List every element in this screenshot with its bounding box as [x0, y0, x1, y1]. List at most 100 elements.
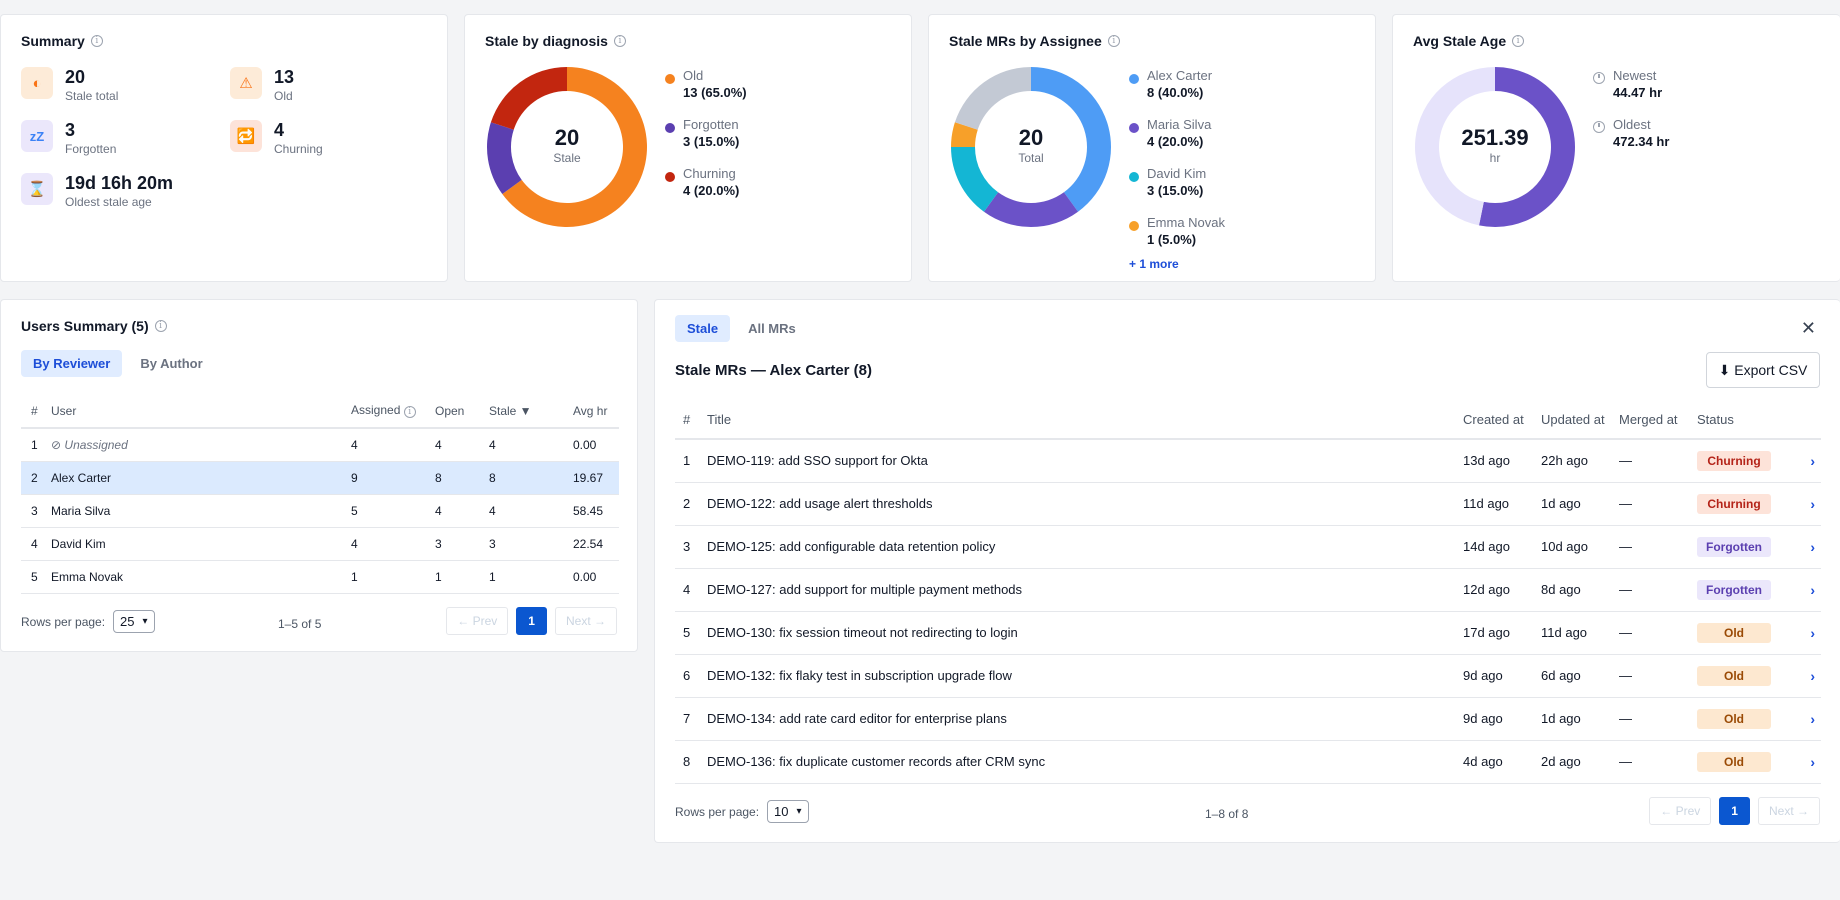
chevron-right-icon[interactable]: ›: [1810, 667, 1815, 684]
legend-item-emma-novak[interactable]: Emma Novak 1 (5.0%): [1129, 215, 1225, 249]
col-merged-at[interactable]: Merged at: [1611, 401, 1689, 440]
cell-title[interactable]: DEMO-122: add usage alert thresholds: [699, 482, 1455, 526]
table-row[interactable]: 7 DEMO-134: add rate card editor for ente…: [675, 697, 1821, 741]
cell-status: Old: [1689, 654, 1789, 698]
cell-created: 17d ago: [1455, 611, 1533, 655]
table-row-selected[interactable]: 2 Alex Carter 9 8 8 19.67: [21, 461, 619, 495]
users-summary-title: Users Summary (5) i: [21, 318, 167, 334]
table-row[interactable]: 6 DEMO-132: fix flaky test in subscriptio…: [675, 654, 1821, 698]
cell-title[interactable]: DEMO-132: fix flaky test in subscription…: [699, 654, 1455, 698]
tab-by-reviewer[interactable]: By Reviewer: [21, 350, 123, 377]
cell-assigned: 9: [341, 461, 425, 495]
info-icon[interactable]: i: [1107, 35, 1120, 47]
table-row[interactable]: 5 Emma Novak 1 1 1 0.00: [21, 560, 619, 594]
table-row[interactable]: 4 David Kim 4 3 3 22.54: [21, 527, 619, 561]
table-row[interactable]: 8 DEMO-136: fix duplicate customer record…: [675, 740, 1821, 784]
cell-index: 5: [21, 560, 41, 594]
next-page-button[interactable]: Next →: [1757, 797, 1820, 825]
chevron-right-icon[interactable]: ›: [1810, 624, 1815, 641]
chevron-right-icon[interactable]: ›: [1810, 538, 1815, 555]
tab-stale[interactable]: Stale: [675, 315, 731, 342]
info-icon[interactable]: i: [154, 320, 167, 332]
more-assignees-link[interactable]: + 1 more: [1129, 257, 1179, 271]
col-created-at[interactable]: Created at: [1455, 401, 1533, 440]
table-row[interactable]: 3 DEMO-125: add configurable data retenti…: [675, 525, 1821, 569]
assignee-slice-0[interactable]: [1031, 67, 1111, 212]
next-page-button[interactable]: Next →: [554, 607, 617, 635]
chevron-right-icon[interactable]: ›: [1810, 452, 1815, 469]
status-badge: Forgotten: [1697, 536, 1771, 557]
pagination-range: 1–8 of 8: [1205, 807, 1249, 821]
col-title[interactable]: Title: [699, 401, 1455, 440]
stat-value: 4: [274, 120, 285, 140]
assignee-slice-1[interactable]: [983, 192, 1079, 228]
col-stale[interactable]: Stale ▼: [479, 394, 563, 429]
chevron-right-icon[interactable]: ›: [1810, 495, 1815, 512]
assignee-slice-3[interactable]: [951, 122, 978, 147]
cell-assigned: 5: [341, 494, 425, 528]
col-updated-at[interactable]: Updated at: [1533, 401, 1611, 440]
cell-title[interactable]: DEMO-134: add rate card editor for enter…: [699, 697, 1455, 741]
avg-age-slice-0[interactable]: [1479, 67, 1575, 228]
legend-item-churning[interactable]: Churning 4 (20.0%): [665, 166, 747, 200]
legend-item-maria-silva[interactable]: Maria Silva 4 (20.0%): [1129, 117, 1225, 151]
prev-page-button[interactable]: ← Prev: [1649, 797, 1712, 825]
avg-age-slice-1[interactable]: [1415, 67, 1495, 226]
page-button[interactable]: 1: [516, 607, 547, 635]
cell-title[interactable]: DEMO-127: add support for multiple payme…: [699, 568, 1455, 612]
col-assigned[interactable]: Assigned i: [341, 394, 425, 429]
cell-action: ›: [1789, 482, 1821, 526]
stat-value: 20: [65, 67, 86, 87]
tab-all-mrs[interactable]: All MRs: [748, 321, 796, 336]
assignee-slice-4[interactable]: [954, 67, 1031, 130]
table-row[interactable]: 1 ⊘ Unassigned 4 4 4 0.00: [21, 428, 619, 462]
cell-title[interactable]: DEMO-136: fix duplicate customer records…: [699, 740, 1455, 784]
diagnosis-slice-2[interactable]: [490, 67, 567, 130]
cell-created: 14d ago: [1455, 525, 1533, 569]
diagnosis-slice-1[interactable]: [487, 122, 522, 195]
cell-title[interactable]: DEMO-125: add configurable data retentio…: [699, 525, 1455, 569]
legend-dot: [1129, 74, 1139, 84]
legend-dot: [665, 74, 675, 84]
table-row[interactable]: 4 DEMO-127: add support for multiple paym…: [675, 568, 1821, 612]
table-header-row: # User Assigned i Open Stale ▼ Avg hr: [21, 394, 619, 429]
page-button[interactable]: 1: [1719, 797, 1750, 825]
tab-by-author[interactable]: By Author: [140, 356, 203, 371]
legend-item-forgotten[interactable]: Forgotten 3 (15.0%): [665, 117, 747, 151]
cell-title[interactable]: DEMO-119: add SSO support for Okta: [699, 439, 1455, 483]
legend-item-alex-carter[interactable]: Alex Carter 8 (40.0%): [1129, 68, 1225, 102]
export-csv-button[interactable]: ⬇ Export CSV: [1706, 352, 1820, 388]
table-row[interactable]: 3 Maria Silva 5 4 4 58.45: [21, 494, 619, 528]
table-row[interactable]: 2 DEMO-122: add usage alert thresholds 11d…: [675, 482, 1821, 526]
assignee-slice-2[interactable]: [951, 147, 999, 212]
cell-title[interactable]: DEMO-130: fix session timeout not redire…: [699, 611, 1455, 655]
rows-per-page-select[interactable]: 25 ▾: [113, 610, 155, 633]
rows-per-page-value: 25: [120, 614, 135, 629]
info-icon[interactable]: i: [90, 35, 103, 47]
legend-item-old[interactable]: Old 13 (65.0%): [665, 68, 747, 102]
info-icon[interactable]: i: [613, 35, 626, 47]
chevron-right-icon[interactable]: ›: [1810, 710, 1815, 727]
cell-user: ⊘ Unassigned: [41, 428, 341, 462]
assignee-title: Stale MRs by Assignee i: [949, 33, 1120, 49]
legend-item-david-kim[interactable]: David Kim 3 (15.0%): [1129, 166, 1225, 200]
timer-icon: [1593, 72, 1605, 84]
col-open[interactable]: Open: [425, 394, 479, 429]
cell-avg: 0.00: [563, 560, 619, 594]
table-row[interactable]: 1 DEMO-119: add SSO support for Okta 13d a…: [675, 439, 1821, 483]
diagnosis-slice-0[interactable]: [502, 67, 647, 227]
repeat-icon: 🔁: [230, 120, 262, 152]
col-status[interactable]: Status: [1689, 401, 1789, 440]
col-user[interactable]: User: [41, 394, 341, 429]
info-icon[interactable]: i: [403, 406, 416, 418]
legend-name: Oldest: [1613, 117, 1651, 132]
rows-per-page-select[interactable]: 10 ▾: [767, 800, 809, 823]
info-icon[interactable]: i: [1512, 35, 1525, 47]
table-row[interactable]: 5 DEMO-130: fix session timeout not redir…: [675, 611, 1821, 655]
chevron-right-icon[interactable]: ›: [1810, 753, 1815, 770]
chevron-right-icon[interactable]: ›: [1810, 581, 1815, 598]
cell-updated: 1d ago: [1533, 697, 1611, 741]
close-icon[interactable]: ✕: [1800, 318, 1816, 338]
prev-page-button[interactable]: ← Prev: [446, 607, 509, 635]
col-avg-hr[interactable]: Avg hr: [563, 394, 619, 429]
